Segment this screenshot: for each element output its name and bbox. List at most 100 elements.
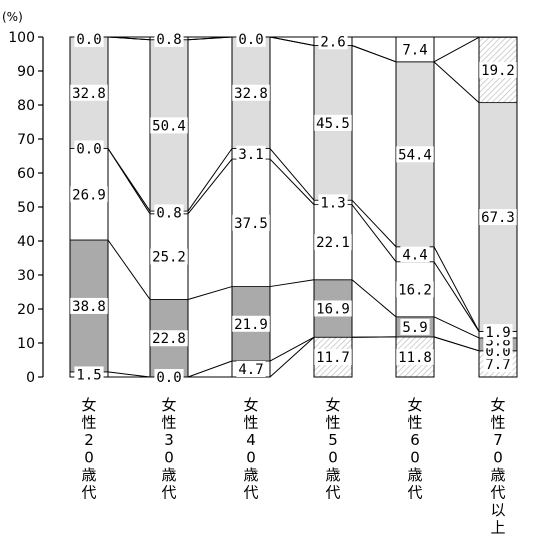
data-label: 38.8 [72, 299, 106, 315]
category-label-char: 3 [164, 431, 174, 449]
data-label-bg [318, 194, 348, 211]
category-label-char: 6 [410, 431, 420, 449]
data-label-bg [400, 318, 430, 335]
connector-line [269, 158, 315, 205]
data-label: 7.7 [485, 357, 510, 373]
data-label: 32.8 [72, 86, 106, 102]
category-label-char: 性 [490, 414, 505, 432]
connector-line [351, 199, 397, 248]
connector-line [433, 36, 480, 63]
data-label: 16.9 [316, 301, 350, 317]
bar-outline [395, 36, 435, 378]
data-label-bg [483, 356, 513, 373]
connector-line [269, 36, 315, 46]
connector-line [107, 371, 151, 378]
connector-line [269, 279, 315, 288]
category-label-char: 5 [328, 431, 338, 449]
data-label: 22.1 [316, 235, 350, 251]
data-label-bg [483, 324, 513, 341]
connector-line [433, 316, 480, 339]
connector-line [351, 204, 397, 263]
connector-line [269, 336, 315, 362]
y-unit-label: (%) [2, 10, 23, 24]
data-label: 45.5 [316, 116, 350, 132]
category-label-char: 代 [490, 484, 505, 502]
bar-outline [478, 36, 518, 378]
y-tick-label: 30 [17, 268, 35, 284]
category-label-char: 0 [246, 449, 256, 467]
connector-line [107, 148, 151, 212]
y-tick-label: 80 [17, 98, 35, 114]
connector-line [433, 336, 480, 352]
category-label-char: 女 [161, 396, 176, 414]
data-label: 0.0 [238, 32, 263, 48]
data-label-bg [70, 186, 108, 203]
data-label-bg [479, 209, 517, 226]
category-label-char: 性 [81, 414, 96, 432]
y-axis: 0 10 20 30 40 50 60 70 80 90 100 [8, 30, 44, 386]
y-tick-label: 40 [17, 234, 35, 250]
connector-line [187, 286, 233, 300]
data-label-bg [154, 31, 184, 48]
category-label-char: 性 [325, 414, 340, 432]
data-label-bg [479, 61, 517, 78]
data-label: 1.3 [320, 195, 345, 211]
connector-line [187, 148, 233, 212]
category-label-char: 歳 [407, 466, 422, 484]
category-label-char: 0 [493, 449, 503, 467]
y-tick-label: 0 [26, 370, 35, 386]
data-label-bg [150, 330, 188, 347]
data-label-bg [314, 114, 352, 131]
category-label-char: 女 [81, 396, 96, 414]
data-label: 11.8 [398, 350, 432, 366]
connector-line [351, 45, 397, 63]
data-label: 0.8 [156, 32, 181, 48]
y-tick-label: 60 [17, 166, 35, 182]
y-tick-label: 70 [17, 132, 35, 148]
y-tick-label: 100 [8, 30, 35, 46]
data-label: 16.2 [398, 282, 432, 298]
data-label-bg [314, 349, 352, 366]
category-label-char: 女 [243, 396, 258, 414]
data-label-bg [396, 146, 434, 163]
data-label: 19.2 [481, 63, 515, 79]
connector-line [433, 61, 480, 103]
category-label-char: 0 [410, 449, 420, 467]
data-label-bg [400, 41, 430, 58]
data-label-bg [150, 117, 188, 134]
connector-line [107, 239, 151, 300]
y-tick-label: 10 [17, 336, 35, 352]
category-label-char: 女 [490, 396, 505, 414]
data-label: 22.8 [152, 331, 186, 347]
y-tick-label: 90 [17, 64, 35, 80]
data-label: 0.0 [76, 142, 101, 158]
data-label: 0.0 [76, 32, 101, 48]
data-label-bg [74, 140, 104, 157]
data-label-bg [154, 369, 184, 385]
data-label-bg [232, 315, 270, 332]
y-tick-label: 50 [17, 200, 35, 216]
connector-line [187, 360, 233, 378]
data-label-bg [154, 204, 184, 221]
data-label: 0.0 [156, 370, 181, 386]
data-label-bg [74, 31, 104, 48]
data-label-bg [396, 348, 434, 365]
category-label-char: 性 [407, 414, 422, 432]
data-label-bg [70, 297, 108, 314]
category-label-char: 2 [84, 431, 94, 449]
category-label-char: 0 [84, 449, 94, 467]
y-tick-label: 20 [17, 302, 35, 318]
data-label: 5.9 [402, 320, 427, 336]
category-label-char: 代 [325, 484, 340, 502]
data-label-bg [232, 214, 270, 231]
category-label-char: 代 [243, 484, 258, 502]
data-label: 3.1 [238, 147, 263, 163]
data-label-bg [232, 84, 270, 101]
data-label-bg [396, 281, 434, 298]
data-label-bg [314, 300, 352, 317]
data-label: 7.4 [402, 42, 427, 58]
category-label-char: 0 [328, 449, 338, 467]
category-label-char: 女 [407, 396, 422, 414]
data-label: 54.4 [398, 147, 432, 163]
data-label-bg [74, 366, 104, 383]
